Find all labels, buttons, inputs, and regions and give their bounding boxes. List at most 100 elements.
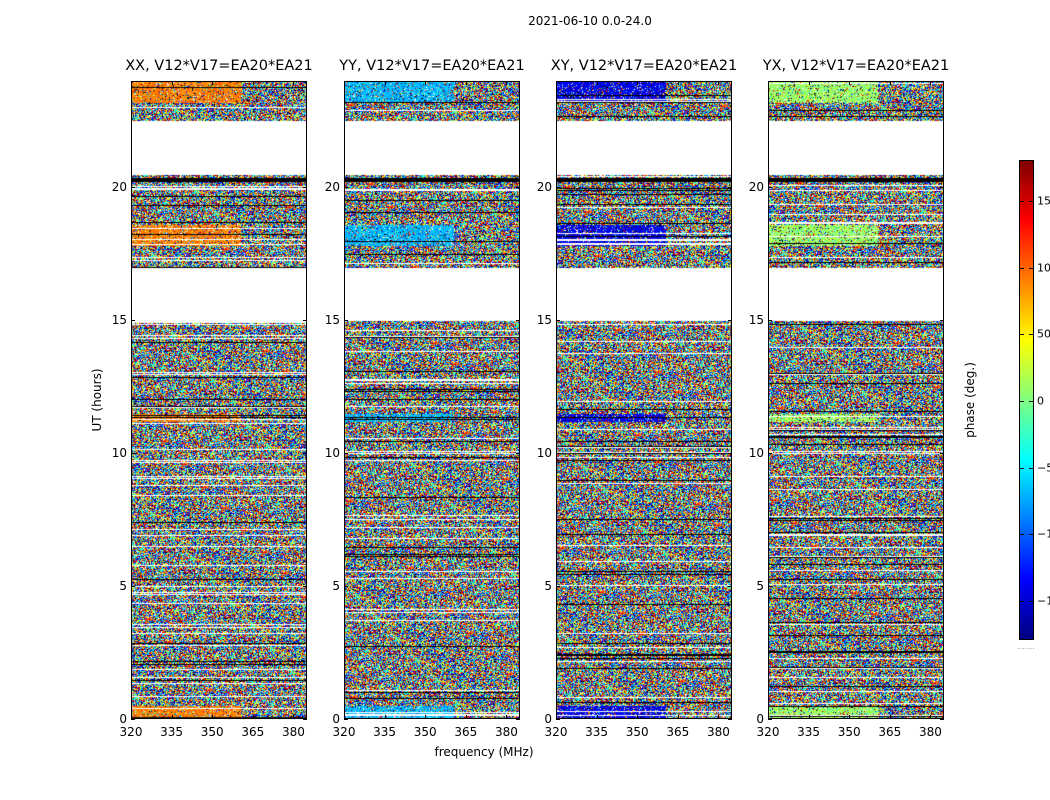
x-tick-mark — [677, 715, 679, 719]
heatmap-canvas — [556, 81, 732, 719]
x-tick-label: 380 — [282, 725, 305, 739]
y-tick-label: 5 — [119, 579, 127, 594]
y-tick-mark — [344, 719, 348, 720]
y-tick-mark — [344, 320, 348, 322]
y-tick-label: 5 — [756, 579, 764, 594]
x-tick-mark — [930, 81, 932, 85]
y-tick-label: 0 — [119, 712, 127, 726]
y-tick-mark — [728, 187, 732, 189]
x-tick-mark — [768, 81, 769, 85]
y-tick-mark — [131, 187, 135, 189]
x-tick-mark — [293, 715, 295, 719]
colorbar-tick-mark — [1029, 267, 1033, 269]
y-tick-label: 15 — [324, 313, 340, 328]
x-tick-mark — [425, 715, 427, 719]
y-tick-mark — [728, 453, 732, 455]
colorbar-tick-mark — [1020, 201, 1024, 202]
y-tick-mark — [344, 453, 348, 455]
y-tick-label: 15 — [536, 313, 552, 328]
panel-title: XX, V12*V17=EA20*EA21 — [125, 58, 313, 74]
axes-frame — [344, 81, 520, 719]
x-tick-mark — [637, 81, 639, 85]
x-tick-label: 320 — [756, 725, 780, 739]
y-tick-label: 20 — [111, 180, 127, 195]
y-tick-mark — [768, 586, 772, 588]
x-tick-label: 365 — [241, 725, 265, 739]
colorbar-tick-label: −150 — [1037, 594, 1050, 608]
y-tick-mark — [556, 719, 560, 720]
y-tick-label: 10 — [111, 446, 127, 461]
x-tick-mark — [425, 81, 427, 85]
y-tick-mark — [131, 453, 135, 455]
x-tick-mark — [556, 81, 557, 85]
x-tick-label: 320 — [544, 725, 568, 739]
x-tick-mark — [384, 81, 386, 85]
y-tick-mark — [728, 586, 732, 588]
colorbar-extension-marker: ....... — [1017, 642, 1035, 651]
y-tick-mark — [516, 187, 520, 189]
y-tick-label: 15 — [111, 313, 127, 328]
y-tick-mark — [516, 719, 520, 720]
y-tick-label: 10 — [536, 446, 552, 461]
panel-yx: YX, V12*V17=EA20*EA21 0 5 10 15 20 320 335 350 3… — [749, 58, 950, 739]
heatmap-canvas — [131, 81, 307, 719]
y-tick-mark — [303, 586, 307, 588]
colorbar-tick-mark — [1029, 601, 1033, 602]
x-tick-label: 320 — [119, 725, 143, 739]
x-tick-mark — [808, 715, 810, 719]
x-tick-mark — [637, 715, 639, 719]
panel-title: YY, V12*V17=EA20*EA21 — [339, 58, 525, 74]
x-tick-mark — [384, 715, 386, 719]
y-tick-mark — [940, 719, 944, 720]
colorbar-tick-mark — [1029, 334, 1033, 336]
colorbar-tick-mark — [1029, 534, 1033, 536]
x-tick-mark — [293, 81, 295, 85]
x-tick-mark — [131, 81, 132, 85]
colorbar-tick-label: 0 — [1037, 394, 1044, 408]
y-tick-mark — [131, 719, 135, 720]
x-tick-mark — [171, 81, 173, 85]
panel-xy: XY, V12*V17=EA20*EA21 0 5 10 15 20 320 335 350 3… — [537, 58, 738, 739]
colorbar-tick-mark — [1020, 601, 1024, 602]
panel-xx: XX, V12*V17=EA20*EA21 0 5 10 15 20 320 335 350 3… — [112, 58, 313, 739]
colorbar-tick-label: −100 — [1037, 527, 1050, 541]
x-tick-mark — [171, 715, 173, 719]
colorbar-label: phase (deg.) — [963, 362, 977, 438]
page-title: 2021-06-10 0.0-24.0 — [528, 14, 652, 28]
x-tick-mark — [930, 715, 932, 719]
y-tick-label: 10 — [324, 446, 340, 461]
x-tick-mark — [556, 715, 557, 719]
axes-frame — [556, 81, 732, 719]
y-tick-mark — [940, 320, 944, 322]
y-tick-mark — [728, 320, 732, 322]
x-tick-mark — [718, 715, 720, 719]
y-tick-label: 20 — [748, 180, 764, 195]
y-tick-label: 20 — [324, 180, 340, 195]
panel-title: YX, V12*V17=EA20*EA21 — [762, 58, 950, 74]
colorbar-tick-mark — [1020, 534, 1024, 536]
y-tick-mark — [556, 187, 560, 189]
x-tick-label: 335 — [160, 725, 184, 739]
x-tick-label: 350 — [413, 725, 437, 739]
x-tick-label: 350 — [625, 725, 649, 739]
x-tick-label: 365 — [666, 725, 690, 739]
axes-frame — [768, 81, 944, 719]
x-axis-label: frequency (MHz) — [434, 745, 534, 759]
heatmap-canvas — [344, 81, 520, 719]
colorbar-tick-mark — [1020, 334, 1024, 336]
colorbar-tick-label: 50 — [1037, 327, 1050, 341]
colorbar-tick-label: −50 — [1037, 461, 1050, 475]
x-tick-label: 350 — [200, 725, 224, 739]
x-tick-label: 320 — [332, 725, 356, 739]
x-tick-label: 365 — [454, 725, 478, 739]
x-tick-mark — [889, 81, 891, 85]
y-tick-mark — [303, 187, 307, 189]
y-tick-mark — [516, 320, 520, 322]
x-tick-label: 335 — [797, 725, 821, 739]
x-tick-mark — [808, 81, 810, 85]
y-tick-mark — [768, 320, 772, 322]
y-axis-label: UT (hours) — [90, 368, 104, 432]
y-tick-mark — [344, 586, 348, 588]
y-tick-label: 15 — [748, 313, 764, 328]
